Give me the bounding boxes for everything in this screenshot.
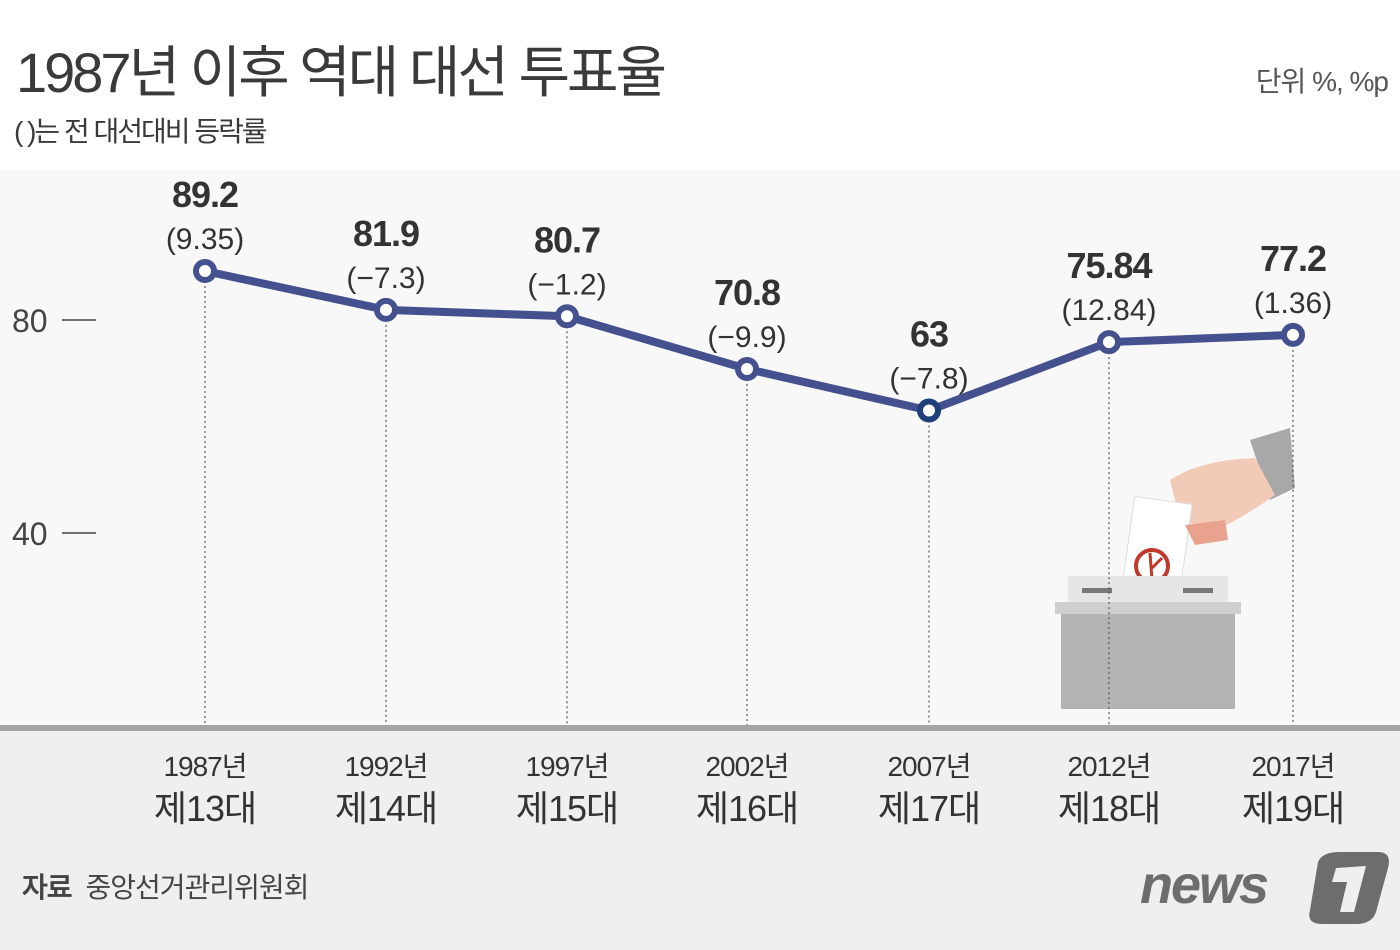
data-point — [1281, 322, 1305, 347]
data-point — [917, 398, 941, 423]
data-point — [555, 304, 579, 329]
chart-title: 1987년 이후 역대 대선 투표율 — [16, 41, 667, 104]
data-point — [735, 356, 759, 381]
ballot-box-illustration — [1055, 428, 1295, 709]
x-tick-sublabel: 제14대 — [334, 788, 438, 829]
change-label: (−9.9) — [707, 321, 786, 354]
data-value-label: 81.9 — [353, 213, 419, 254]
svg-text:news: news — [1140, 855, 1268, 915]
x-tick-sublabel: 제15대 — [515, 788, 619, 829]
news1-logo: news — [1140, 852, 1389, 924]
data-value-label: 80.7 — [534, 219, 600, 260]
x-tick-label: 1987년 — [163, 751, 247, 782]
x-tick-sublabel: 제19대 — [1241, 788, 1345, 829]
data-value-label: 89.2 — [172, 174, 238, 215]
data-value-label: 77.2 — [1260, 238, 1326, 279]
x-tick-label: 2012년 — [1067, 751, 1151, 782]
x-tick-sublabel: 제13대 — [153, 788, 257, 829]
data-value-label: 75.84 — [1066, 245, 1152, 286]
change-label: (−1.2) — [527, 268, 606, 301]
change-label: (1.36) — [1254, 287, 1332, 320]
data-value-label: 70.8 — [714, 272, 780, 313]
chart-subtitle: ( )는 전 대선대비 등락률 — [14, 116, 268, 147]
x-tick-label: 2002년 — [705, 751, 789, 782]
y-tick-label: 40 — [12, 516, 48, 552]
x-tick-sublabel: 제18대 — [1057, 788, 1161, 829]
source-note: 자료 중앙선거관리위원회 — [22, 866, 310, 906]
data-point — [1097, 330, 1121, 355]
unit-label: 단위 %, %p — [1255, 66, 1389, 97]
plot-background — [0, 170, 1400, 725]
change-label: (−7.3) — [346, 262, 425, 295]
source-label: 자료 — [22, 872, 73, 903]
x-tick-label: 1997년 — [525, 751, 609, 782]
data-value-label: 63 — [910, 314, 948, 355]
x-tick-label: 2007년 — [887, 751, 971, 782]
x-tick-sublabel: 제16대 — [695, 788, 799, 829]
change-label: (12.84) — [1061, 294, 1156, 327]
change-label: (−7.8) — [889, 363, 968, 396]
y-tick-label: 80 — [12, 303, 48, 339]
baseline — [0, 725, 1400, 731]
change-label: (9.35) — [166, 223, 244, 256]
data-point — [374, 297, 398, 322]
x-tick-label: 2017년 — [1251, 751, 1335, 782]
source-text: 중앙선거관리위원회 — [85, 872, 310, 903]
x-tick-label: 1992년 — [344, 751, 428, 782]
data-point — [193, 259, 217, 284]
x-axis-band — [0, 730, 1400, 950]
x-tick-sublabel: 제17대 — [877, 788, 981, 829]
